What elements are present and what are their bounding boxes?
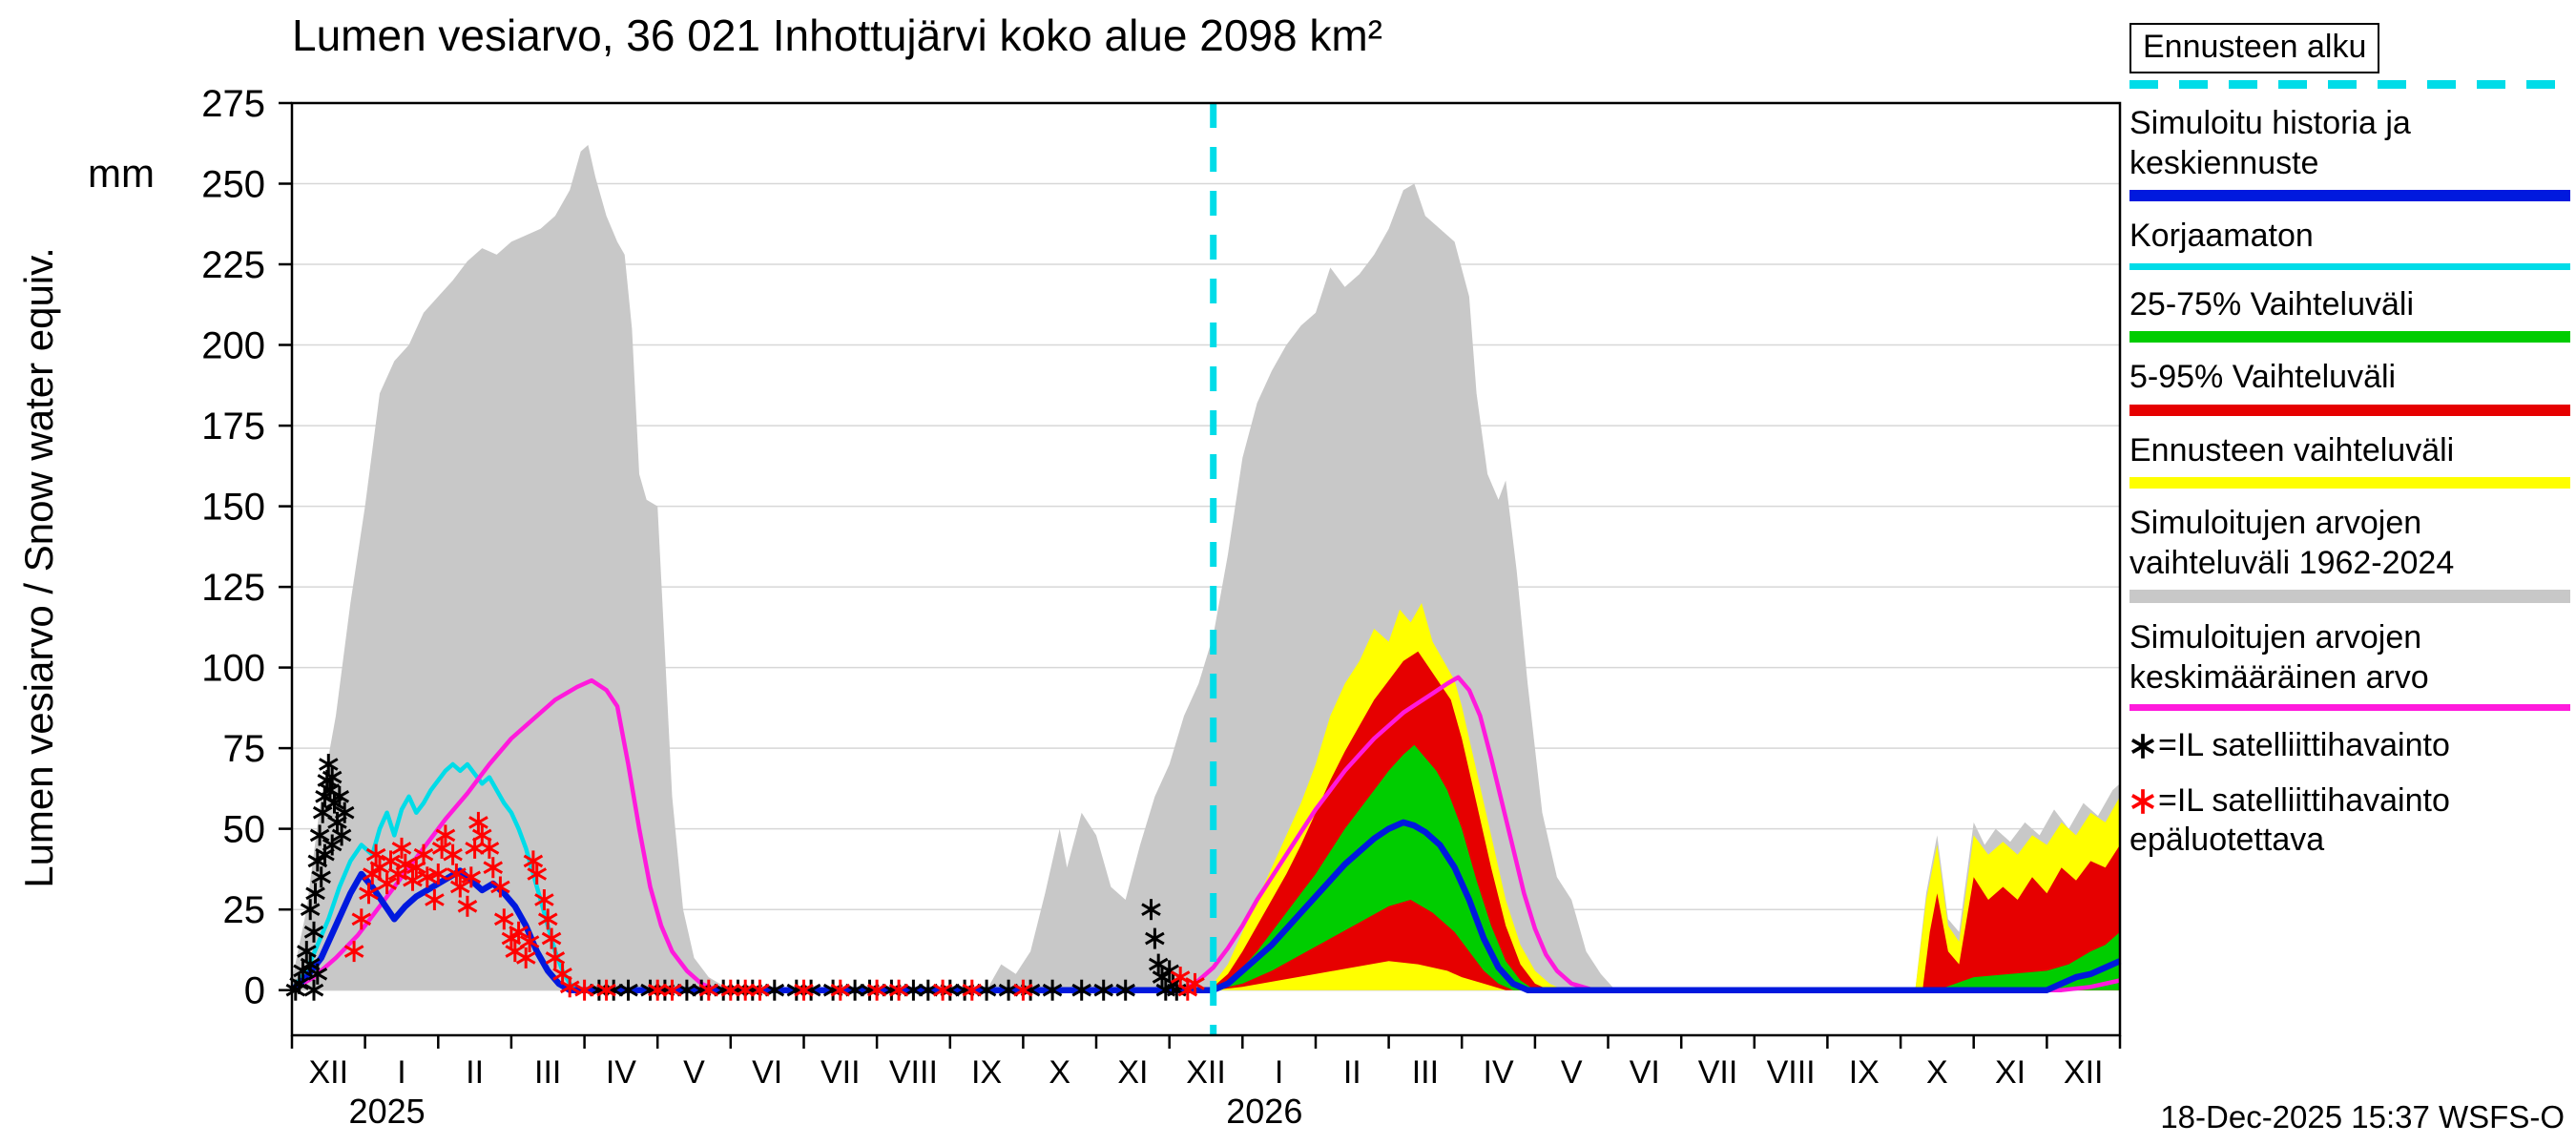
legend: Ennusteen alku Simuloitu historia ja kes… xyxy=(2129,23,2570,876)
legend-item-satellite-observation-unreliable: =IL satelliittihavainto epäluotettava xyxy=(2129,781,2570,861)
svg-text:VIII: VIII xyxy=(889,1054,938,1091)
yellow-line-sample xyxy=(2129,477,2570,489)
magenta-line xyxy=(290,675,2121,992)
svg-text:XII: XII xyxy=(1186,1054,1226,1091)
red-asterisk-icon xyxy=(2130,788,2155,814)
legend-item-5-95-range: 5-95% Vaihteluväli xyxy=(2129,358,2570,416)
svg-text:VIII: VIII xyxy=(1767,1054,1816,1091)
svg-text:IX: IX xyxy=(971,1054,1002,1091)
svg-text:I: I xyxy=(397,1054,405,1091)
legend-item-simulated-mean: Simuloitujen arvojen keskimääräinen arvo xyxy=(2129,618,2570,712)
legend-item-forecast-start: Ennusteen alku xyxy=(2129,23,2570,90)
gray-line-sample xyxy=(2129,590,2570,604)
svg-text:125: 125 xyxy=(201,567,265,609)
magenta-line-sample xyxy=(2129,704,2570,712)
legend-label: Simuloitujen arvojen vaihteluväli 1962-2… xyxy=(2129,505,2455,581)
black-asterisk-icon xyxy=(2130,734,2155,759)
dashed-cyan-line-sample xyxy=(2129,80,2570,90)
legend-label: Simuloitu historia ja keskiennuste xyxy=(2129,105,2411,181)
legend-label: 25-75% Vaihteluväli xyxy=(2129,285,2414,323)
blue-line-sample xyxy=(2129,190,2570,202)
chart-title: Lumen vesiarvo, 36 021 Inhottujärvi koko… xyxy=(292,10,1382,60)
svg-text:XII: XII xyxy=(309,1054,349,1091)
cyan-line xyxy=(290,761,1214,992)
month-labels: XII I II III IV V VI VII VIII IX X XI XII I II III IV V VI… xyxy=(309,1054,2104,1091)
svg-text:2025: 2025 xyxy=(349,1092,426,1131)
svg-text:2026: 2026 xyxy=(1226,1092,1302,1131)
legend-label: Ennusteen alku xyxy=(2129,23,2380,74)
svg-text:X: X xyxy=(1049,1054,1070,1091)
svg-text:III: III xyxy=(1412,1054,1439,1091)
svg-text:175: 175 xyxy=(201,406,265,448)
legend-label: Korjaamaton xyxy=(2129,218,2314,255)
legend-item-forecast-range: Ennusteen vaihteluväli xyxy=(2129,431,2570,489)
y-tick-labels: 0 25 50 75 100 125 150 175 200 225 250 275 xyxy=(201,83,265,1012)
svg-text:V: V xyxy=(683,1054,705,1091)
y-ticks xyxy=(279,101,292,991)
svg-text:0: 0 xyxy=(244,970,265,1012)
svg-text:75: 75 xyxy=(223,728,266,770)
svg-text:IX: IX xyxy=(1849,1054,1880,1091)
blue-line xyxy=(289,819,2122,993)
timestamp: 18-Dec-2025 15:37 WSFS-O xyxy=(2160,1099,2565,1135)
svg-text:XI: XI xyxy=(1117,1054,1148,1091)
svg-text:50: 50 xyxy=(223,809,266,851)
y-axis-label: Lumen vesiarvo / Snow water equiv. xyxy=(16,247,61,888)
svg-text:V: V xyxy=(1561,1054,1583,1091)
svg-text:VII: VII xyxy=(821,1054,861,1091)
legend-item-simulated-range-1962-2024: Simuloitujen arvojen vaihteluväli 1962-2… xyxy=(2129,504,2570,604)
svg-text:XI: XI xyxy=(1995,1054,2025,1091)
legend-label: Simuloitujen arvojen keskimääräinen arvo xyxy=(2129,619,2429,696)
svg-text:225: 225 xyxy=(201,244,265,286)
svg-text:VI: VI xyxy=(752,1054,782,1091)
green-line-sample xyxy=(2129,331,2570,344)
legend-label: =IL satelliittihavainto epäluotettava xyxy=(2129,781,2450,859)
svg-text:II: II xyxy=(1343,1054,1361,1091)
svg-text:I: I xyxy=(1275,1054,1283,1091)
obs-red-markers xyxy=(343,811,1205,1001)
svg-text:IV: IV xyxy=(606,1054,636,1091)
gray-band xyxy=(292,144,2120,990)
y-axis-unit: mm xyxy=(88,151,155,196)
legend-label: 5-95% Vaihteluväli xyxy=(2129,359,2397,396)
svg-text:200: 200 xyxy=(201,325,265,367)
legend-item-simulated-history-mean-forecast: Simuloitu historia ja keskiennuste xyxy=(2129,104,2570,202)
cyan-line-sample xyxy=(2129,262,2570,270)
svg-text:250: 250 xyxy=(201,164,265,206)
plot-frame xyxy=(290,101,2122,1037)
svg-text:150: 150 xyxy=(201,487,265,529)
legend-item-satellite-observation: =IL satelliittihavainto xyxy=(2129,726,2570,765)
svg-text:IV: IV xyxy=(1484,1054,1514,1091)
red-line-sample xyxy=(2129,404,2570,416)
legend-item-25-75-range: 25-75% Vaihteluväli xyxy=(2129,285,2570,344)
svg-text:VII: VII xyxy=(1698,1054,1738,1091)
svg-text:X: X xyxy=(1926,1054,1948,1091)
svg-text:275: 275 xyxy=(201,83,265,125)
svg-text:VI: VI xyxy=(1630,1054,1660,1091)
svg-text:III: III xyxy=(534,1054,561,1091)
svg-text:25: 25 xyxy=(223,889,266,931)
legend-label: Ennusteen vaihteluväli xyxy=(2129,431,2455,468)
legend-label: =IL satelliittihavainto xyxy=(2129,726,2570,765)
year-labels: 2025 2026 xyxy=(349,1092,1303,1131)
svg-text:100: 100 xyxy=(201,648,265,690)
y-axis-label-strip: Lumen vesiarvo / Snow water equiv. xyxy=(13,100,65,1035)
svg-text:XII: XII xyxy=(2064,1054,2104,1091)
green-band xyxy=(1213,744,2120,990)
legend-item-uncorrected: Korjaamaton xyxy=(2129,217,2570,270)
x-ticks xyxy=(290,1035,2122,1049)
svg-text:II: II xyxy=(466,1054,484,1091)
